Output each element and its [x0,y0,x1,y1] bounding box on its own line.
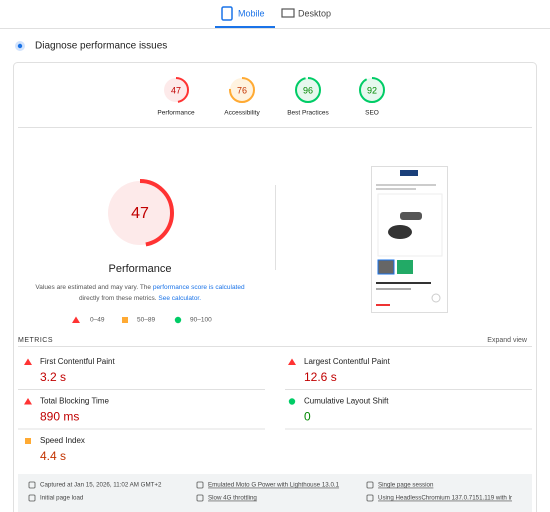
gauge-bg [164,78,188,102]
footer-item: Using HeadlessChromium 137.0.7151.119 wi… [378,495,512,502]
legend-label: 90–100 [190,317,212,324]
card [13,62,537,512]
tab-underline [215,26,275,28]
metric-value: 3.2 s [40,370,66,384]
tab-mobile[interactable]: Mobile [238,8,265,18]
footer-item: Emulated Moto G Power with Lighthouse 13… [208,482,340,489]
gauge-arc [295,77,321,103]
desktop-icon [281,8,295,18]
gauge-label: Performance [157,110,195,117]
metric-icon [24,398,32,405]
metric-value: 12.6 s [304,370,337,384]
metric-icon [288,358,296,365]
footer-item: Captured at Jan 15, 2026, 11:02 AM GMT+2 [40,482,162,489]
note-link[interactable]: See calculator. [158,295,201,302]
metric-name: First Contentful Paint [40,357,115,366]
metric-icon [25,438,31,444]
note-text: directly from these metrics. [79,295,158,302]
gauge-arc [163,77,189,103]
metric-value: 4.4 s [40,449,66,463]
metric-icon [288,398,296,405]
gauge-score: 92 [367,85,377,95]
metric-icon [24,358,32,365]
section-icon-dot [17,43,23,49]
gauge-bg [360,78,384,102]
metrics-title: METRICS [18,337,53,344]
legend-icon [122,317,128,323]
legend-label: 0–49 [90,317,105,324]
legend-label: 50–89 [137,317,155,324]
gauge-arc [359,77,385,103]
gauge-bg [296,78,320,102]
gauge-bg [108,181,172,245]
metric-name: Cumulative Layout Shift [304,397,389,406]
gauge-score: 76 [237,85,247,95]
mobile-icon [221,6,233,21]
note-link[interactable]: performance score is calculated [153,284,245,291]
gauge-label: Performance [109,263,172,275]
gauge-score: 47 [131,205,149,222]
legend-icon [174,316,182,324]
expand-view[interactable]: Expand view [487,337,528,344]
metric-value: 890 ms [40,410,79,424]
gauge-arc [106,179,174,247]
tab-desktop[interactable]: Desktop [298,8,331,18]
footer-icon [366,494,374,502]
footer-box [18,474,532,512]
section-title: Diagnose performance issues [35,41,167,52]
metric-name: Total Blocking Time [40,397,109,406]
note-text: Values are estimated and may vary. The [35,284,152,291]
footer-item: Single page session [378,482,434,489]
note-line-2: directly from these metrics. See calcula… [79,295,201,302]
footer-item: Slow 4G throttling [208,495,257,502]
footer-icon [366,481,374,489]
gauge-score: 47 [171,85,181,95]
footer-icon [28,494,36,502]
page-screenshot [371,166,448,313]
note-line-1: Values are estimated and may vary. The p… [35,284,245,291]
gauge-bg [230,78,254,102]
footer-icon [196,481,204,489]
gauge-arc [229,77,255,103]
gauge-score: 96 [303,85,313,95]
metric-value: 0 [304,410,311,424]
footer-icon [196,494,204,502]
footer-item: Initial page load [40,495,84,502]
metric-name: Speed Index [40,436,85,445]
legend-icon [72,316,80,323]
gauge-label: Best Practices [287,110,329,117]
gauge-label: Accessibility [224,110,260,117]
footer-icon [28,481,36,489]
gauge-label: SEO [365,110,379,117]
metric-name: Largest Contentful Paint [304,357,391,366]
